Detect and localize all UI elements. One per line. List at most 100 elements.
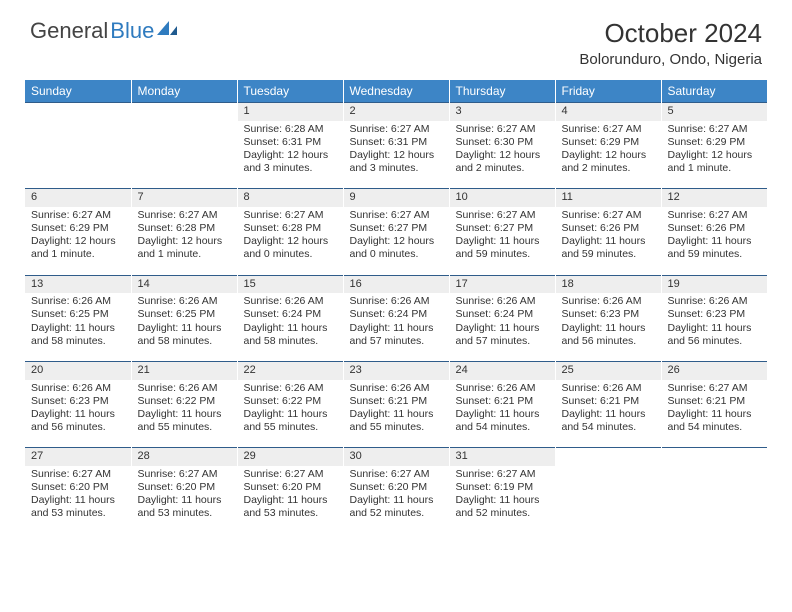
day-line-d1: Daylight: 11 hours bbox=[138, 322, 231, 335]
day-line-d2: and 58 minutes. bbox=[138, 335, 231, 348]
day-line-d1: Daylight: 11 hours bbox=[668, 408, 762, 421]
day-content-cell: Sunrise: 6:28 AMSunset: 6:31 PMDaylight:… bbox=[237, 121, 343, 189]
day-header: Thursday bbox=[449, 80, 555, 103]
day-line-sr: Sunrise: 6:27 AM bbox=[456, 468, 549, 481]
day-line-sr: Sunrise: 6:27 AM bbox=[668, 382, 762, 395]
day-line-d1: Daylight: 11 hours bbox=[244, 322, 337, 335]
day-line-ss: Sunset: 6:20 PM bbox=[244, 481, 337, 494]
week-content-row: Sunrise: 6:26 AMSunset: 6:25 PMDaylight:… bbox=[25, 293, 767, 361]
day-line-d2: and 52 minutes. bbox=[350, 507, 443, 520]
day-line-sr: Sunrise: 6:27 AM bbox=[350, 123, 443, 136]
day-content-cell bbox=[131, 121, 237, 189]
day-line-d1: Daylight: 12 hours bbox=[31, 235, 125, 248]
brand-logo: GeneralBlue bbox=[30, 18, 177, 44]
day-line-d1: Daylight: 11 hours bbox=[668, 235, 762, 248]
day-line-ss: Sunset: 6:29 PM bbox=[668, 136, 762, 149]
day-number-cell: 19 bbox=[661, 275, 767, 293]
day-content-cell: Sunrise: 6:27 AMSunset: 6:20 PMDaylight:… bbox=[25, 466, 131, 534]
day-line-sr: Sunrise: 6:27 AM bbox=[456, 123, 549, 136]
day-line-ss: Sunset: 6:27 PM bbox=[350, 222, 443, 235]
day-line-sr: Sunrise: 6:26 AM bbox=[456, 382, 549, 395]
day-line-sr: Sunrise: 6:26 AM bbox=[244, 295, 337, 308]
day-number-cell: 26 bbox=[661, 361, 767, 379]
day-line-d2: and 59 minutes. bbox=[562, 248, 655, 261]
day-content-cell: Sunrise: 6:27 AMSunset: 6:31 PMDaylight:… bbox=[343, 121, 449, 189]
day-line-ss: Sunset: 6:21 PM bbox=[562, 395, 655, 408]
day-line-d1: Daylight: 11 hours bbox=[31, 494, 125, 507]
day-line-ss: Sunset: 6:28 PM bbox=[244, 222, 337, 235]
day-line-d1: Daylight: 11 hours bbox=[668, 322, 762, 335]
day-line-sr: Sunrise: 6:26 AM bbox=[456, 295, 549, 308]
day-header: Saturday bbox=[661, 80, 767, 103]
day-line-ss: Sunset: 6:24 PM bbox=[244, 308, 337, 321]
day-line-d2: and 57 minutes. bbox=[456, 335, 549, 348]
day-content-cell bbox=[25, 121, 131, 189]
day-line-d2: and 53 minutes. bbox=[244, 507, 337, 520]
day-line-d2: and 54 minutes. bbox=[562, 421, 655, 434]
day-line-d1: Daylight: 11 hours bbox=[31, 322, 125, 335]
day-line-d1: Daylight: 11 hours bbox=[456, 235, 549, 248]
day-content-cell: Sunrise: 6:26 AMSunset: 6:24 PMDaylight:… bbox=[237, 293, 343, 361]
day-line-sr: Sunrise: 6:26 AM bbox=[138, 382, 231, 395]
day-number-cell: 25 bbox=[555, 361, 661, 379]
day-number-cell: 21 bbox=[131, 361, 237, 379]
day-content-cell: Sunrise: 6:26 AMSunset: 6:25 PMDaylight:… bbox=[131, 293, 237, 361]
day-line-sr: Sunrise: 6:27 AM bbox=[138, 209, 231, 222]
day-line-ss: Sunset: 6:22 PM bbox=[138, 395, 231, 408]
day-number-cell: 16 bbox=[343, 275, 449, 293]
day-line-d1: Daylight: 11 hours bbox=[244, 408, 337, 421]
day-number-cell: 5 bbox=[661, 103, 767, 121]
day-content-cell: Sunrise: 6:26 AMSunset: 6:23 PMDaylight:… bbox=[661, 293, 767, 361]
day-number-cell: 18 bbox=[555, 275, 661, 293]
day-line-d1: Daylight: 11 hours bbox=[456, 322, 549, 335]
day-line-d1: Daylight: 12 hours bbox=[350, 235, 443, 248]
day-content-cell: Sunrise: 6:26 AMSunset: 6:24 PMDaylight:… bbox=[449, 293, 555, 361]
day-line-sr: Sunrise: 6:26 AM bbox=[562, 295, 655, 308]
day-number-cell: 2 bbox=[343, 103, 449, 121]
brand-text-gray: General bbox=[30, 18, 108, 44]
day-line-d1: Daylight: 11 hours bbox=[456, 494, 549, 507]
day-line-d2: and 1 minute. bbox=[31, 248, 125, 261]
day-number-cell: 30 bbox=[343, 448, 449, 466]
day-header: Monday bbox=[131, 80, 237, 103]
day-content-cell: Sunrise: 6:26 AMSunset: 6:23 PMDaylight:… bbox=[25, 380, 131, 448]
day-line-ss: Sunset: 6:24 PM bbox=[350, 308, 443, 321]
day-content-cell: Sunrise: 6:26 AMSunset: 6:21 PMDaylight:… bbox=[555, 380, 661, 448]
day-line-ss: Sunset: 6:28 PM bbox=[138, 222, 231, 235]
day-line-d1: Daylight: 12 hours bbox=[456, 149, 549, 162]
day-line-d2: and 52 minutes. bbox=[456, 507, 549, 520]
day-header: Wednesday bbox=[343, 80, 449, 103]
day-line-d2: and 55 minutes. bbox=[244, 421, 337, 434]
day-number-cell: 9 bbox=[343, 189, 449, 207]
day-line-d2: and 57 minutes. bbox=[350, 335, 443, 348]
day-line-d2: and 56 minutes. bbox=[562, 335, 655, 348]
title-block: October 2024 Bolorunduro, Ondo, Nigeria bbox=[579, 18, 762, 68]
day-line-d1: Daylight: 12 hours bbox=[244, 149, 337, 162]
calendar-body: 12345Sunrise: 6:28 AMSunset: 6:31 PMDayl… bbox=[25, 103, 767, 534]
day-line-sr: Sunrise: 6:27 AM bbox=[562, 123, 655, 136]
day-line-sr: Sunrise: 6:28 AM bbox=[244, 123, 337, 136]
day-line-d2: and 1 minute. bbox=[668, 162, 762, 175]
day-line-d1: Daylight: 11 hours bbox=[244, 494, 337, 507]
day-content-cell: Sunrise: 6:27 AMSunset: 6:21 PMDaylight:… bbox=[661, 380, 767, 448]
day-header: Tuesday bbox=[237, 80, 343, 103]
day-line-sr: Sunrise: 6:26 AM bbox=[562, 382, 655, 395]
location-text: Bolorunduro, Ondo, Nigeria bbox=[579, 51, 762, 68]
day-content-cell: Sunrise: 6:27 AMSunset: 6:26 PMDaylight:… bbox=[555, 207, 661, 275]
day-number-cell: 4 bbox=[555, 103, 661, 121]
day-content-cell: Sunrise: 6:27 AMSunset: 6:26 PMDaylight:… bbox=[661, 207, 767, 275]
day-number-cell: 10 bbox=[449, 189, 555, 207]
brand-sail-icon bbox=[157, 21, 177, 35]
day-line-ss: Sunset: 6:20 PM bbox=[138, 481, 231, 494]
week-content-row: Sunrise: 6:28 AMSunset: 6:31 PMDaylight:… bbox=[25, 121, 767, 189]
day-line-d2: and 1 minute. bbox=[138, 248, 231, 261]
day-line-d1: Daylight: 11 hours bbox=[456, 408, 549, 421]
month-title: October 2024 bbox=[579, 18, 762, 49]
day-line-sr: Sunrise: 6:27 AM bbox=[562, 209, 655, 222]
day-content-cell: Sunrise: 6:26 AMSunset: 6:21 PMDaylight:… bbox=[449, 380, 555, 448]
day-content-cell: Sunrise: 6:27 AMSunset: 6:19 PMDaylight:… bbox=[449, 466, 555, 534]
day-line-d2: and 3 minutes. bbox=[244, 162, 337, 175]
day-line-d2: and 2 minutes. bbox=[456, 162, 549, 175]
day-line-d1: Daylight: 12 hours bbox=[138, 235, 231, 248]
day-content-cell: Sunrise: 6:27 AMSunset: 6:29 PMDaylight:… bbox=[555, 121, 661, 189]
